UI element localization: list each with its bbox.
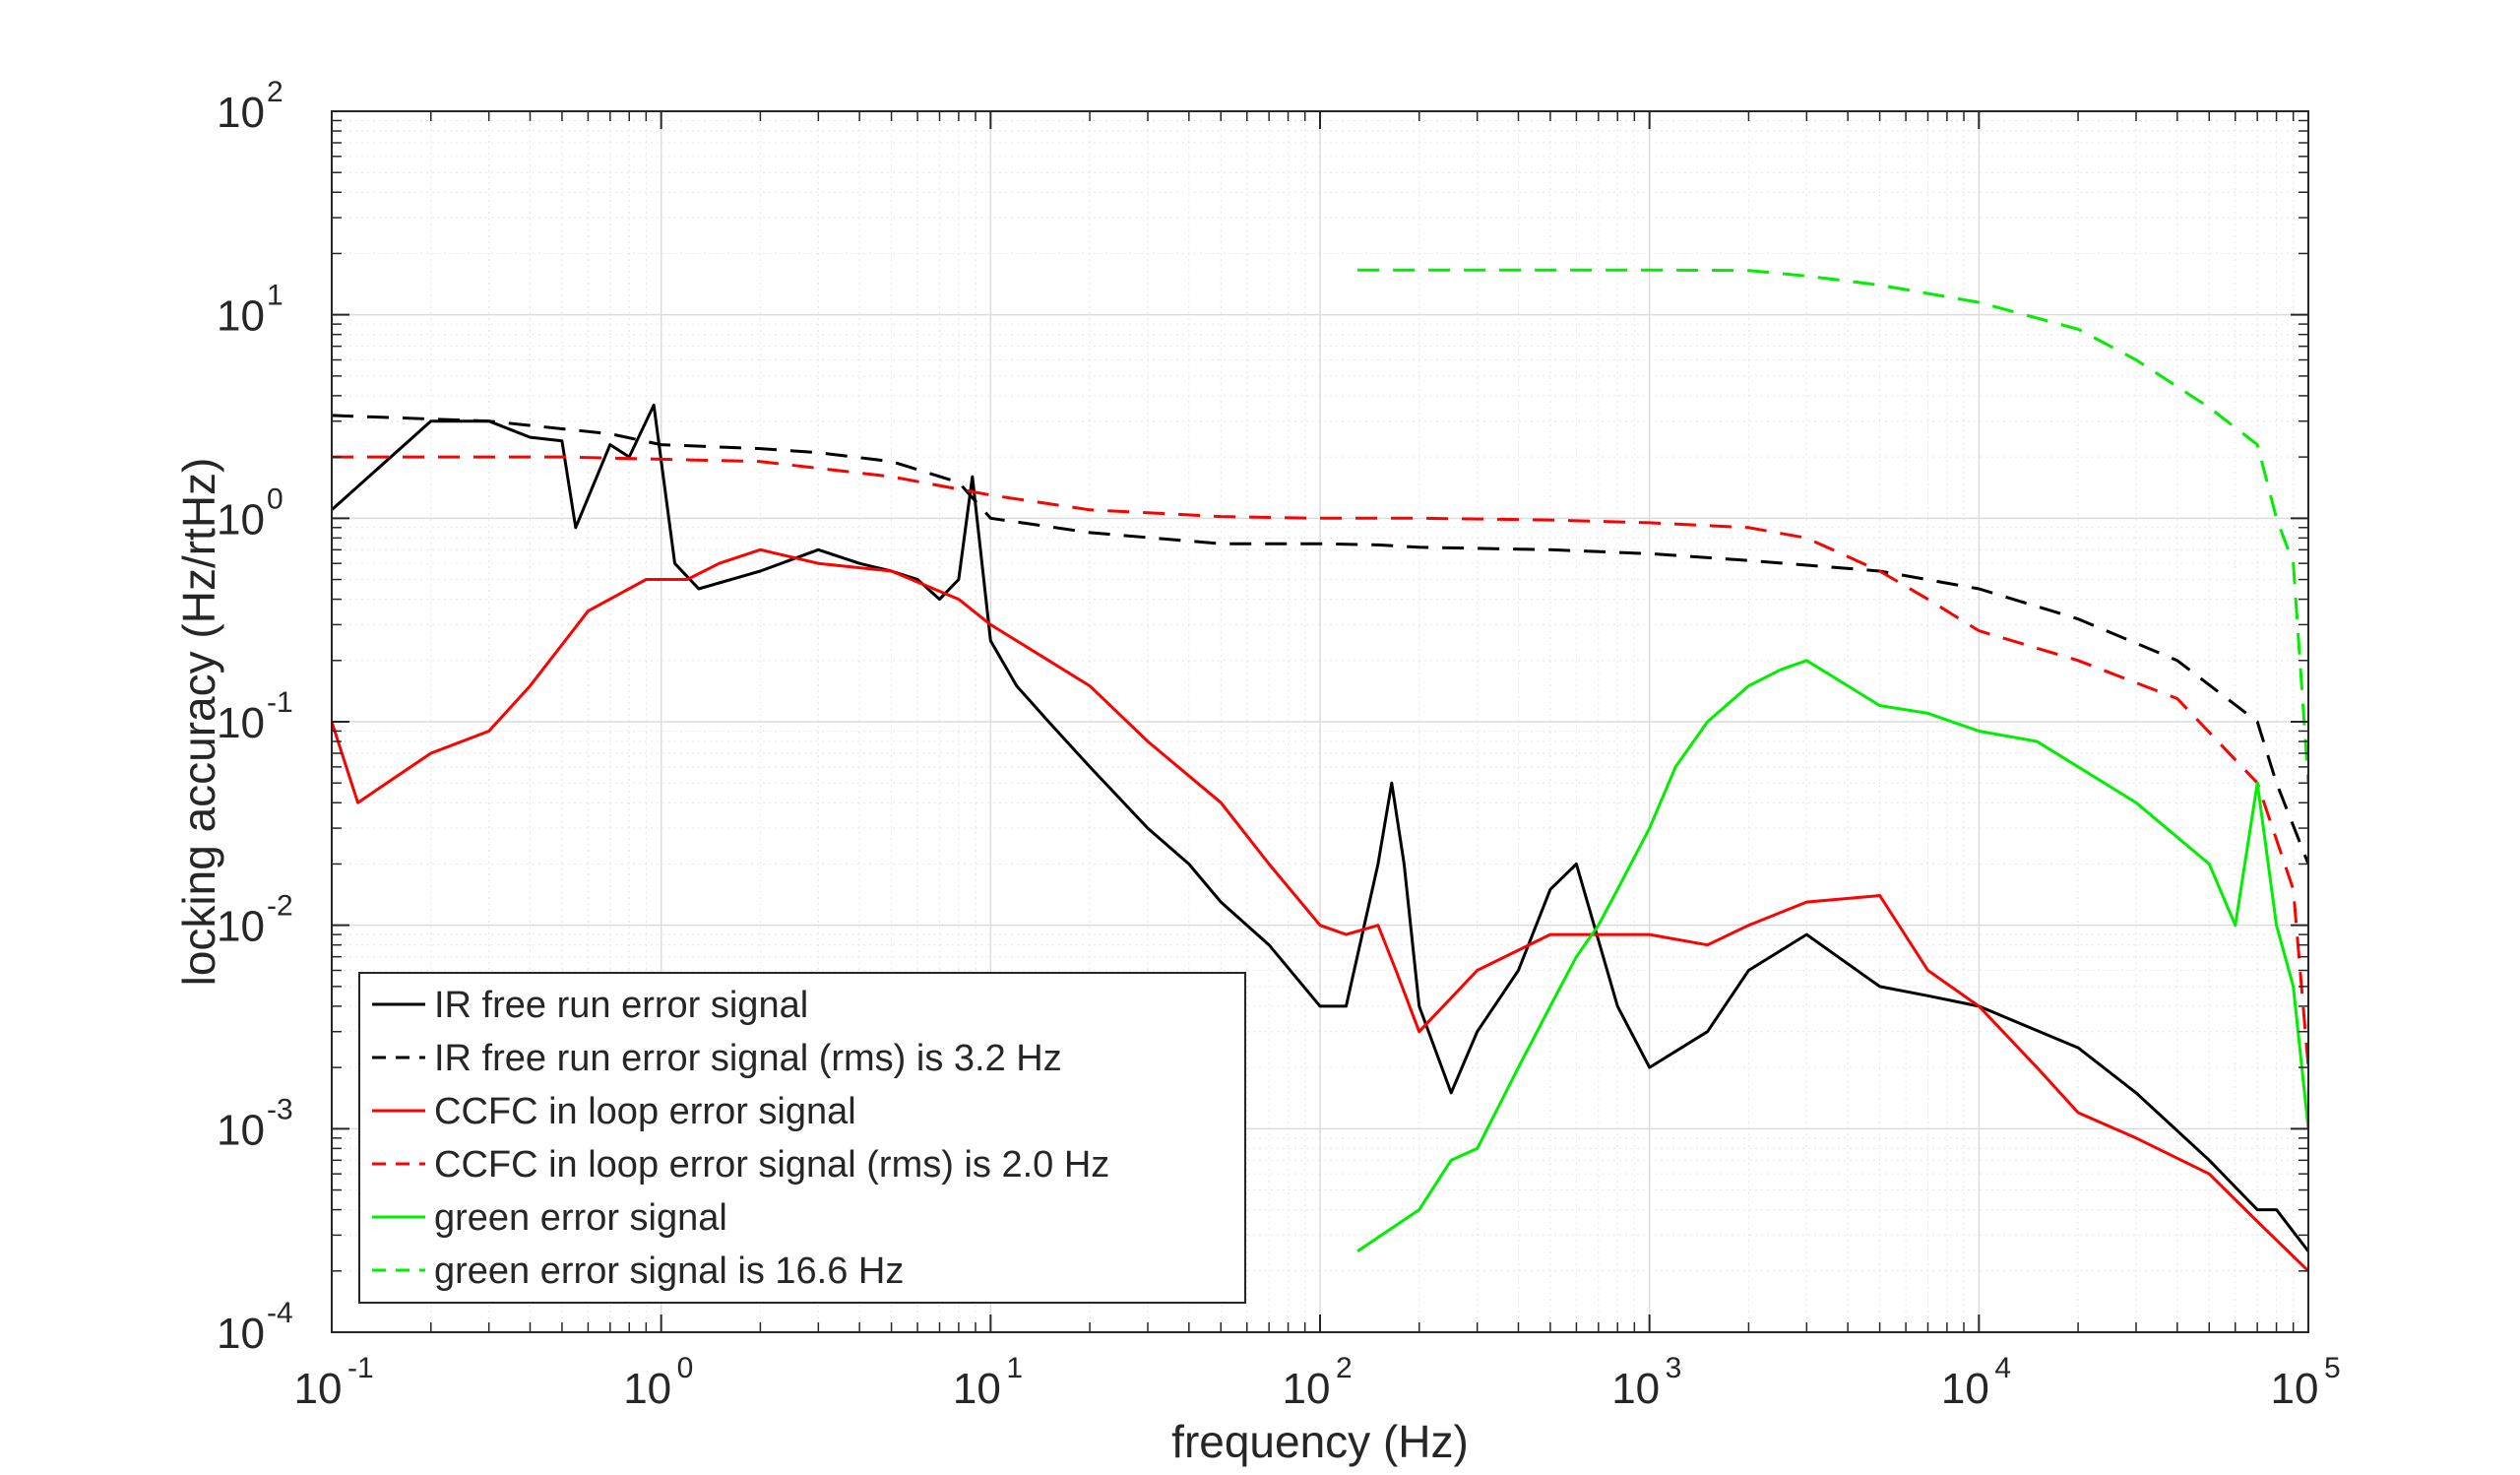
x-tick-label: 10	[623, 1365, 671, 1413]
legend-label: IR free run error signal (rms) is 3.2 Hz	[434, 1038, 1062, 1079]
legend-label: IR free run error signal	[434, 985, 808, 1026]
y-tick-exponent: -2	[267, 890, 293, 923]
tick-marks	[331, 110, 2309, 1333]
legend-label: CCFC in loop error signal	[434, 1091, 856, 1132]
legend-label: green error signal	[434, 1197, 727, 1239]
legend-label: green error signal is 16.6 Hz	[434, 1251, 904, 1292]
y-tick-exponent: 1	[267, 280, 284, 312]
x-tick-label: 10	[1941, 1365, 1989, 1413]
x-tick-label: 10	[2271, 1365, 2319, 1413]
x-axis-label: frequency (Hz)	[1171, 1416, 1469, 1467]
y-tick-label: 10	[217, 903, 265, 951]
series-line-3	[332, 547, 2308, 1272]
series-line-2	[332, 414, 2308, 866]
x-tick-exponent: 4	[1994, 1352, 2011, 1384]
y-tick-label: 10	[217, 699, 265, 747]
x-tick-exponent: 0	[677, 1352, 694, 1384]
y-tick-exponent: -3	[267, 1093, 293, 1125]
x-tick-exponent: 2	[1336, 1352, 1353, 1384]
x-tick-exponent: 5	[2324, 1352, 2341, 1384]
y-tick-label: 10	[217, 292, 265, 341]
x-tick-label: 10	[1611, 1365, 1660, 1413]
y-tick-label: 10	[217, 89, 265, 137]
series-line-5	[1356, 659, 2308, 1253]
y-tick-label: 10	[217, 1106, 265, 1154]
series-line-1	[332, 403, 2308, 1252]
x-tick-labels: 10 -1 10 0 10 1 10 2 10 3 10 4 10 5	[294, 1352, 2341, 1413]
series-line-6	[1357, 268, 2308, 784]
y-tick-exponent: -4	[267, 1297, 293, 1329]
x-tick-exponent: 1	[1006, 1352, 1023, 1384]
x-tick-exponent: -1	[347, 1352, 374, 1384]
legend-label: CCFC in loop error signal (rms) is 2.0 H…	[434, 1144, 1109, 1186]
legend: IR free run error signal IR free run erro…	[358, 972, 1246, 1304]
y-axis-label: locking accuracy (Hz/rtHz)	[173, 458, 224, 987]
x-tick-label: 10	[1283, 1365, 1331, 1413]
x-tick-label: 10	[294, 1365, 343, 1413]
x-tick-label: 10	[953, 1365, 1001, 1413]
x-tick-exponent: 3	[1666, 1352, 1682, 1384]
y-tick-label: 10	[217, 495, 265, 544]
y-tick-exponent: 2	[267, 76, 284, 108]
y-tick-label: 10	[217, 1310, 265, 1358]
y-tick-exponent: -1	[267, 686, 293, 719]
y-tick-exponent: 0	[267, 482, 284, 515]
legend-box	[358, 972, 1246, 1304]
series-layer	[332, 268, 2308, 1272]
